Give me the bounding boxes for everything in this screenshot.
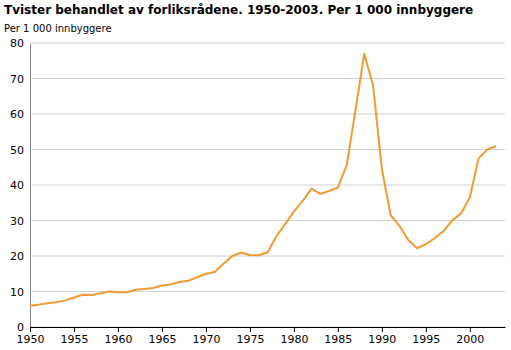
- x-tick-mark: [426, 327, 427, 332]
- y-tick-label: 60: [10, 108, 24, 121]
- y-tick-label: 30: [10, 215, 24, 228]
- x-tick-mark: [382, 327, 383, 332]
- x-tick-mark: [294, 327, 295, 332]
- x-tick-mark: [118, 327, 119, 332]
- grid: [30, 43, 505, 327]
- y-axis-label: Per 1 000 innbyggere: [4, 23, 112, 34]
- x-tick-mark: [30, 327, 31, 332]
- x-tick-mark: [470, 327, 471, 332]
- x-tick-label: 2000: [456, 333, 484, 346]
- x-tick: 1955: [60, 327, 88, 346]
- x-tick-label: 1950: [17, 333, 45, 346]
- y-tick: 60: [10, 108, 30, 121]
- x-tick: 1995: [412, 327, 440, 346]
- y-axis-line: [30, 44, 31, 328]
- x-tick-label: 1970: [192, 333, 220, 346]
- y-tick-label: 10: [10, 286, 24, 299]
- y-tick: 70: [10, 73, 30, 86]
- x-tick-label: 1975: [236, 333, 264, 346]
- y-tick: 50: [10, 144, 30, 157]
- x-tick-mark: [338, 327, 339, 332]
- x-tick: 1970: [192, 327, 220, 346]
- x-tick: 1985: [324, 327, 352, 346]
- x-tick-label: 1980: [280, 333, 308, 346]
- grid-line: [30, 78, 505, 79]
- x-tick-label: 1955: [60, 333, 88, 346]
- x-tick-mark: [162, 327, 163, 332]
- grid-line: [30, 185, 505, 186]
- x-tick-mark: [74, 327, 75, 332]
- line: [30, 54, 496, 306]
- x-tick-mark: [206, 327, 207, 332]
- y-tick-label: 40: [10, 179, 24, 192]
- x-tick-label: 1995: [412, 333, 440, 346]
- x-tick-label: 1960: [104, 333, 132, 346]
- x-tick-label: 1990: [368, 333, 396, 346]
- x-tick: 1975: [236, 327, 264, 346]
- title: Tvister behandlet av forliksrådene. 1950…: [4, 3, 473, 17]
- grid-line: [30, 291, 505, 292]
- x-axis: 1950 1955 1960 1965 1970 1975 1980 1985 1990 1995…: [17, 327, 506, 346]
- chart: Tvister behandlet av forliksrådene. 1950…: [0, 0, 511, 350]
- x-tick-label: 1985: [324, 333, 352, 346]
- x-tick: 1980: [280, 327, 308, 346]
- grid-line: [30, 149, 505, 150]
- x-tick: 1960: [104, 327, 132, 346]
- grid-line: [30, 114, 505, 115]
- y-axis: 01020304050607080: [10, 37, 31, 334]
- x-tick: 1950: [17, 327, 45, 346]
- x-axis-line: [31, 327, 506, 328]
- grid-line: [30, 256, 505, 257]
- x-tick: 1990: [368, 327, 396, 346]
- y-tick: 40: [10, 179, 30, 192]
- y-tick-label: 20: [10, 250, 24, 263]
- y-tick: 30: [10, 215, 30, 228]
- plot: 0102030405060708019501955196019651970197…: [10, 37, 506, 346]
- series: [30, 54, 496, 306]
- y-tick-label: 70: [10, 73, 24, 86]
- grid-line: [30, 220, 505, 221]
- grid-line: [30, 327, 505, 328]
- y-tick-label: 50: [10, 144, 24, 157]
- y-tick-label: 80: [10, 37, 24, 50]
- y-tick: 80: [10, 37, 30, 50]
- x-tick-label: 1965: [148, 333, 176, 346]
- grid-line: [30, 43, 505, 44]
- y-tick: 20: [10, 250, 30, 263]
- x-tick: 1965: [148, 327, 176, 346]
- y-tick: 10: [10, 286, 30, 299]
- x-tick: 2000: [456, 327, 484, 346]
- x-tick-mark: [250, 327, 251, 332]
